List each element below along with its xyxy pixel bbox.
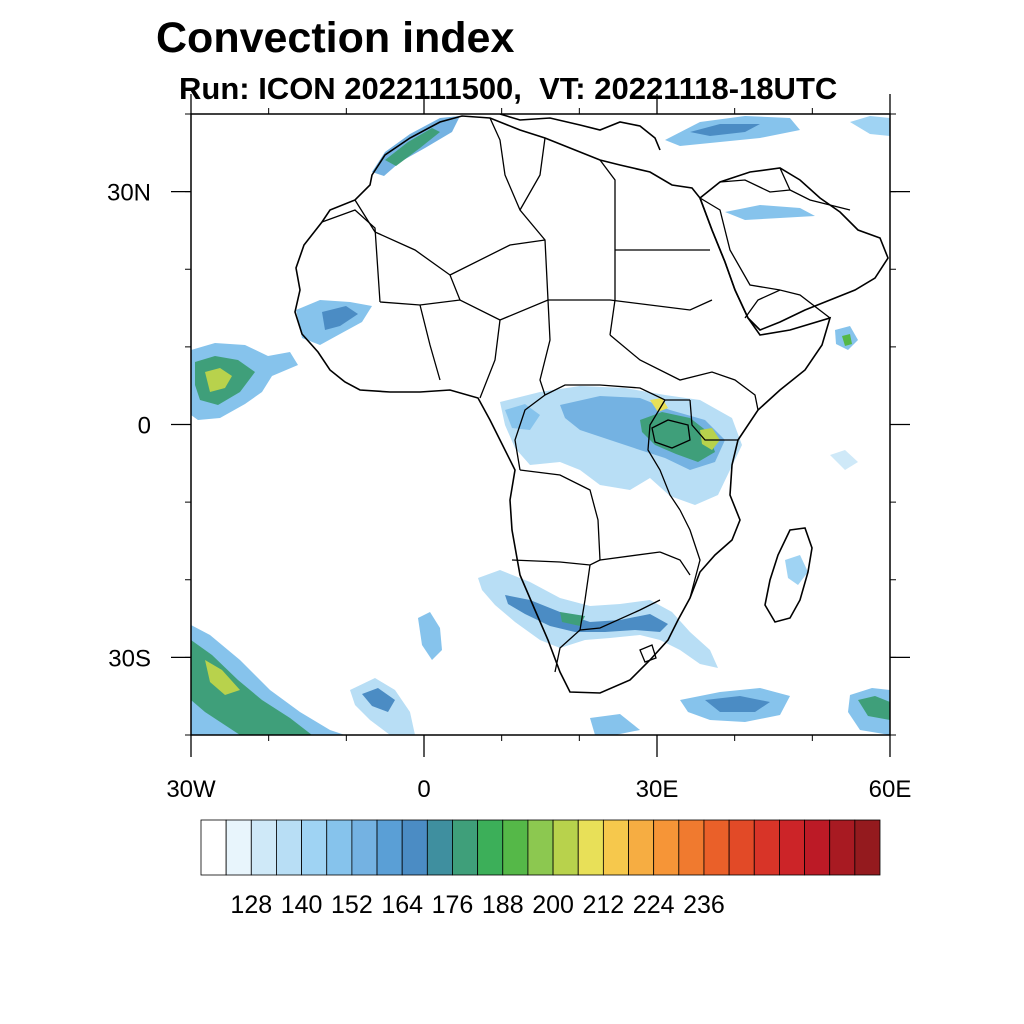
colorbar-swatch bbox=[602, 819, 629, 876]
colorbar-label: 188 bbox=[482, 891, 524, 919]
colorbar-label: 152 bbox=[331, 891, 373, 919]
lon-tick-label: 30W bbox=[166, 776, 216, 803]
convection-peak-lakevictoria bbox=[700, 428, 720, 450]
convection-core-westafrica bbox=[322, 306, 358, 330]
colorbar: 128 140 152 164 176 188 200 212 224 236 bbox=[200, 819, 881, 919]
convection-cell-madagascar bbox=[785, 555, 808, 585]
convection-cell-sbottom bbox=[590, 714, 640, 735]
colorbar-swatch bbox=[829, 819, 856, 876]
madagascar-coastline bbox=[764, 527, 813, 623]
convection-cell-southafrica bbox=[478, 570, 718, 668]
convection-cell-arabia bbox=[725, 205, 815, 220]
colorbar-label: 140 bbox=[281, 891, 323, 919]
country-borders bbox=[321, 117, 851, 673]
colorbar-swatch bbox=[426, 819, 453, 876]
lon-tick-label: 60E bbox=[869, 776, 912, 803]
colorbar-swatch bbox=[577, 819, 604, 876]
colorbar-swatch bbox=[276, 819, 302, 876]
colorbar-swatch bbox=[552, 819, 579, 876]
convection-core-med bbox=[690, 124, 760, 136]
map-plot-area bbox=[191, 114, 890, 735]
colorbar-swatch bbox=[703, 819, 730, 876]
convection-field bbox=[191, 116, 890, 735]
map-title: Convection index bbox=[156, 14, 515, 62]
colorbar-swatch bbox=[502, 819, 529, 876]
colorbar-swatch bbox=[351, 819, 378, 876]
convection-core-sindian bbox=[705, 696, 770, 712]
europe-coastline bbox=[499, 114, 661, 151]
lat-tick-label: 0 bbox=[138, 413, 151, 440]
colorbar-swatch bbox=[678, 819, 705, 876]
colorbar-label: 128 bbox=[230, 891, 272, 919]
colorbar-swatch bbox=[326, 819, 353, 876]
convection-core-somalia bbox=[842, 334, 852, 346]
colorbar-swatch bbox=[753, 819, 780, 876]
colorbar-swatch bbox=[452, 819, 479, 876]
colorbar-swatch bbox=[401, 819, 428, 876]
convection-core-satlantic2 bbox=[362, 688, 395, 712]
colorbar-label: 212 bbox=[583, 891, 625, 919]
convection-core-southwest bbox=[191, 640, 312, 735]
lon-tick-label: 30E bbox=[636, 776, 679, 803]
convection-peak-southwest bbox=[205, 660, 240, 695]
convection-cell-satlantic bbox=[418, 612, 442, 660]
colorbar-swatch bbox=[804, 819, 831, 876]
colorbar-swatch bbox=[854, 819, 881, 876]
colorbar-swatch bbox=[376, 819, 403, 876]
lat-tick-label: 30S bbox=[108, 645, 151, 672]
colorbar-swatch bbox=[728, 819, 755, 876]
colorbar-swatch bbox=[653, 819, 680, 876]
colorbar-label: 224 bbox=[633, 891, 675, 919]
colorbar-swatch bbox=[250, 819, 277, 876]
convection-core-morocco bbox=[385, 128, 440, 166]
colorbar-label: 200 bbox=[532, 891, 574, 919]
colorbar-label: 236 bbox=[683, 891, 725, 919]
lat-tick-label: 30N bbox=[107, 180, 151, 207]
colorbar-swatch bbox=[779, 819, 805, 876]
colorbar-swatch bbox=[301, 819, 328, 876]
map-subtitle: Run: ICON 2022111500, VT: 20221118-18UTC bbox=[179, 71, 838, 106]
arabia-coastline bbox=[699, 167, 889, 331]
colorbar-swatch bbox=[527, 819, 554, 876]
colorbar-swatch bbox=[628, 819, 655, 876]
convection-core-se bbox=[858, 696, 890, 720]
convection-peak-atlantic bbox=[205, 368, 232, 392]
convection-cell-blacksea bbox=[850, 116, 890, 136]
convection-cell-eastocean bbox=[830, 450, 858, 470]
colorbar-swatch bbox=[200, 819, 227, 876]
lakes bbox=[639, 419, 691, 663]
convection-core-southafrica bbox=[505, 595, 668, 632]
convection-peak-southafrica bbox=[560, 612, 585, 626]
colorbar-swatch bbox=[225, 819, 252, 876]
map-axes: 30W 0 30E 60E 30N 0 30S bbox=[107, 94, 911, 803]
colorbar-swatch bbox=[477, 819, 504, 876]
colorbar-label: 176 bbox=[432, 891, 474, 919]
lon-tick-label: 0 bbox=[417, 776, 430, 803]
colorbar-label: 164 bbox=[381, 891, 423, 919]
